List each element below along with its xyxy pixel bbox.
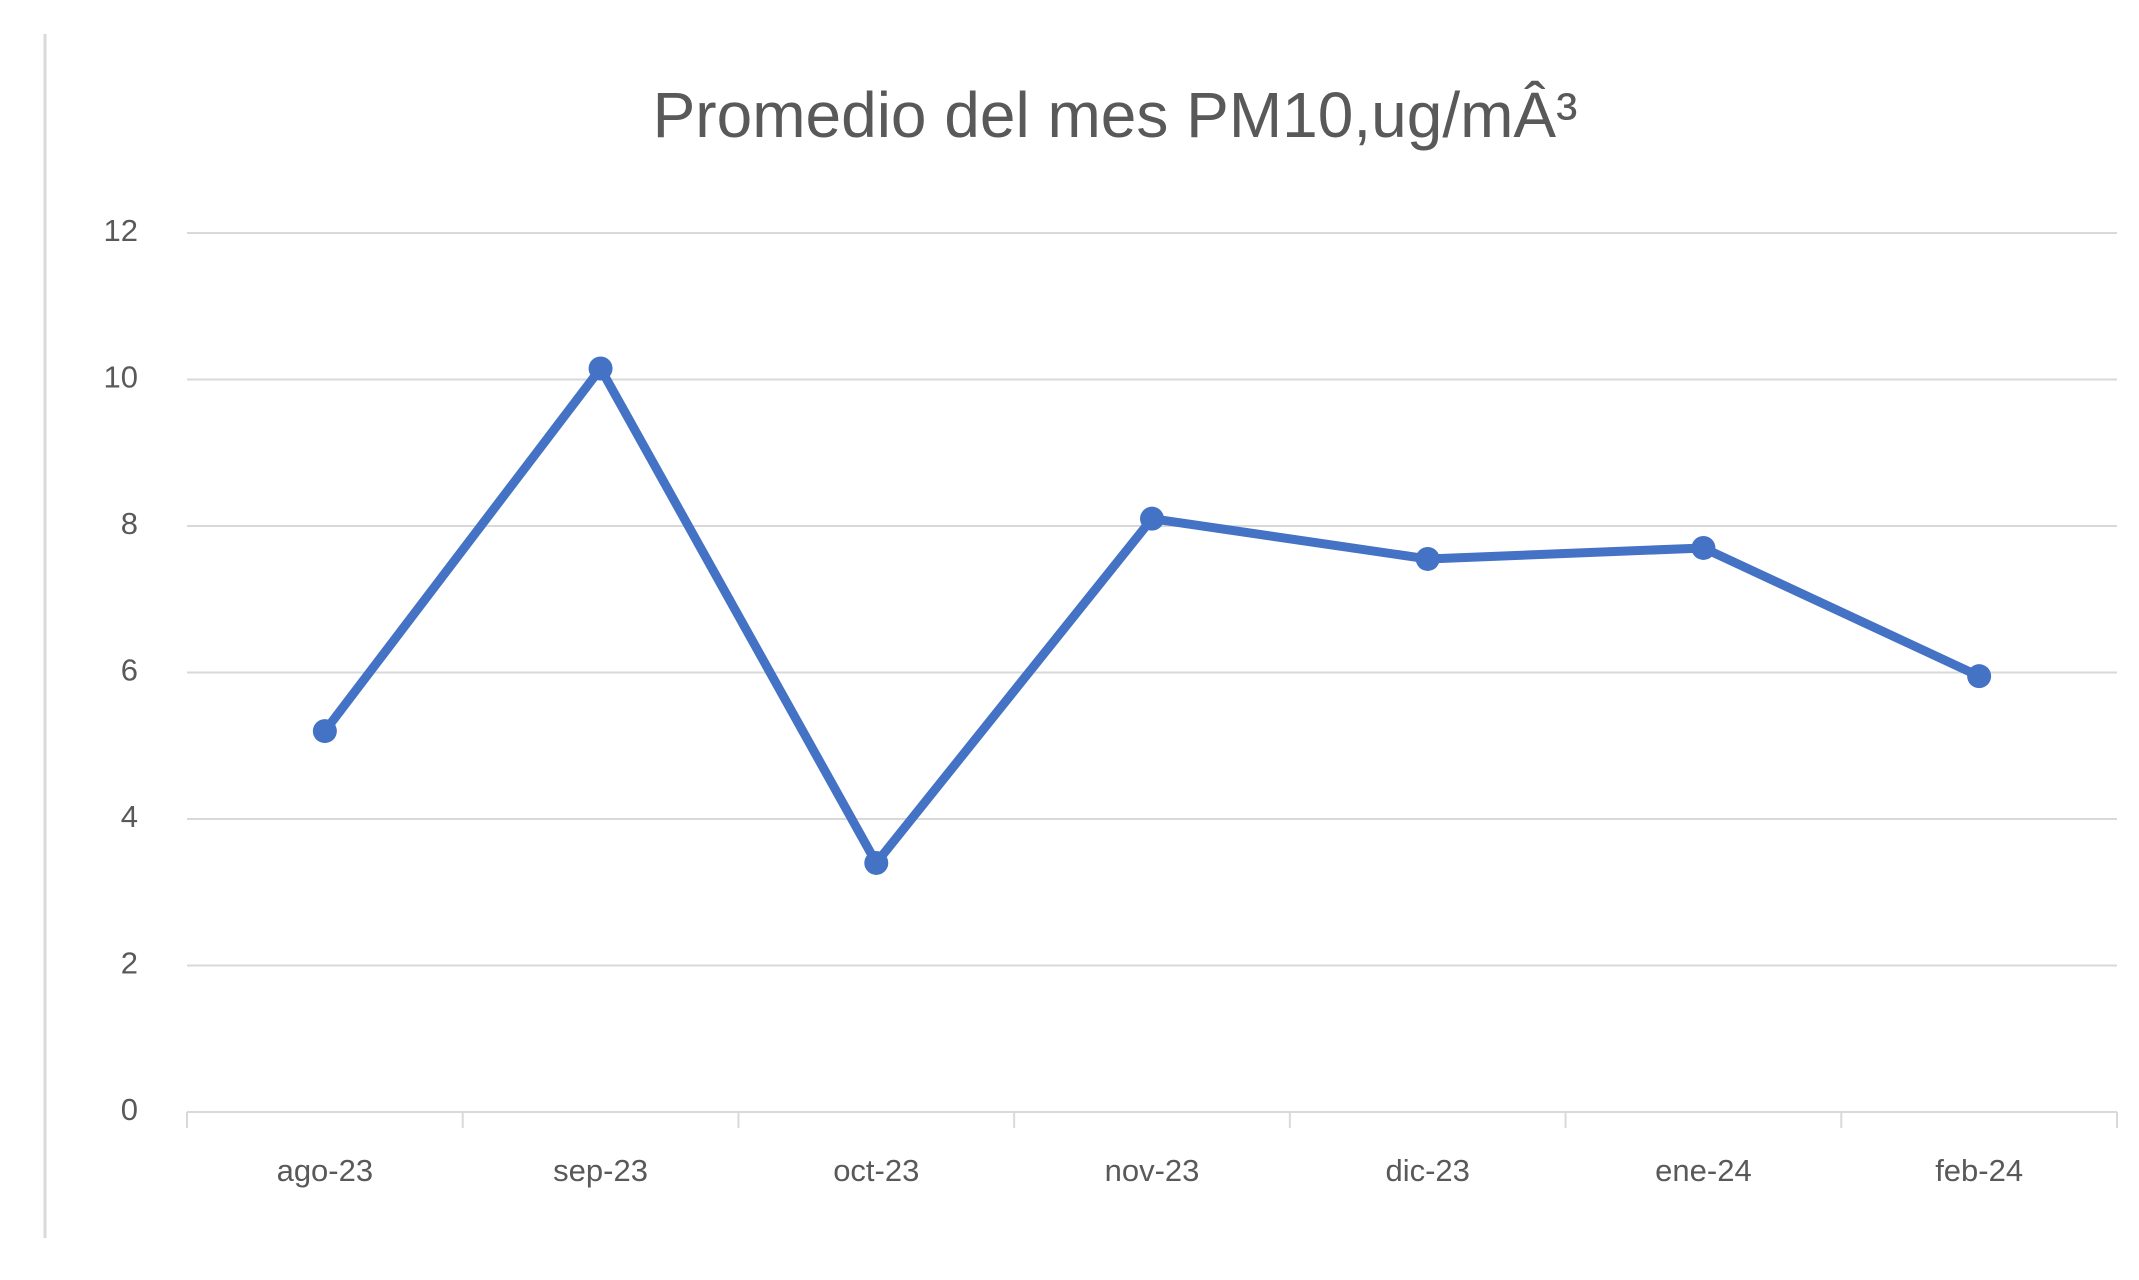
- y-tick-label: 12: [104, 213, 138, 248]
- x-tick-label: feb-24: [1935, 1153, 2023, 1188]
- y-tick-label: 2: [121, 946, 138, 981]
- marker: [1691, 535, 1716, 560]
- line: [321, 364, 1982, 868]
- x-tick-label: ene-24: [1655, 1153, 1752, 1188]
- y-tick-label: 4: [121, 799, 138, 834]
- y-tick-label: 6: [121, 653, 138, 688]
- x-tick-label: nov-23: [1105, 1153, 1200, 1188]
- marker: [312, 719, 337, 744]
- y-tick-label: 8: [121, 506, 138, 541]
- x-tick-label: dic-23: [1385, 1153, 1469, 1188]
- y-tick-label: 0: [121, 1092, 138, 1127]
- marker: [864, 850, 889, 875]
- x-tick-label: ago-23: [277, 1153, 374, 1188]
- marker: [1140, 506, 1164, 531]
- marker: [1415, 546, 1440, 571]
- x-tick-label: sep-23: [553, 1153, 648, 1188]
- x-tick-label: oct-23: [833, 1153, 919, 1188]
- marker: [1967, 664, 1992, 689]
- y-tick-label: 10: [104, 360, 138, 395]
- marker: [588, 356, 613, 381]
- chart-title: Promedio del mes PM10,ug/mÂ³: [653, 79, 1578, 151]
